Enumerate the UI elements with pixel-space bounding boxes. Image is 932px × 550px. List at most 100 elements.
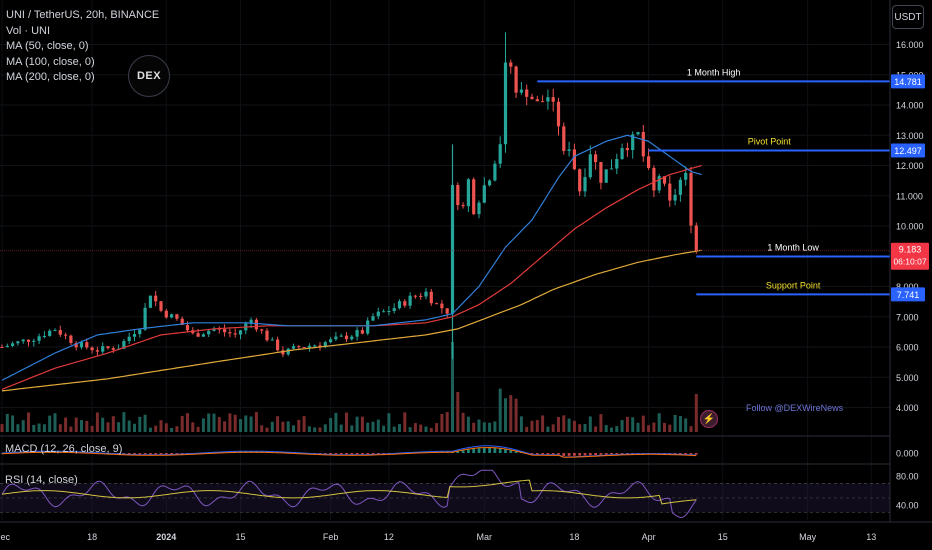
macd-histogram-bar [127,453,131,454]
candle-body [223,329,227,333]
volume-bar [80,420,83,432]
y-tick-label: 16.000 [896,40,924,50]
macd-histogram-bar [334,453,338,455]
macd-histogram-bar [504,448,507,453]
candle-body [599,162,603,183]
volume-bar [313,427,317,432]
candle-body [318,345,322,347]
volume-bar [541,415,545,432]
candle-body [228,332,232,334]
volume-bar [514,398,518,432]
macd-histogram-bar [175,453,179,454]
volume-bar [620,420,624,432]
candle-body [37,336,41,341]
volume-bar [48,415,52,432]
candle-body [143,307,147,330]
candle-body [175,314,179,319]
volume-bar [270,421,274,432]
volume-bar [429,427,433,432]
macd-histogram-bar [382,453,385,454]
macd-legend[interactable]: MACD (12, 26, close, 9) [5,443,123,455]
y-tick-label: 11.000 [896,191,923,201]
time-axis[interactable]: Dec 18 2024 15 Feb 12 Mar 18 Apr 15 May 13 [0,532,876,542]
price-levels: 1 Month High Pivot Point 1 Month Low Suppor… [0,67,890,296]
candle-body [254,319,258,330]
volume-bar [657,413,661,432]
legend-symbol[interactable]: UNI / TetherUS, 20h, BINANCE [6,9,160,21]
macd-histogram-bar [604,453,608,455]
candle-body [148,295,152,308]
moving-averages [1,134,702,392]
volume-bar [599,414,603,432]
volume-bar [286,421,290,432]
candle-body [387,311,391,313]
x-tick-label: 15 [235,532,245,542]
candle-body [69,335,73,343]
candle-body [578,169,582,192]
volume-bar [170,427,174,432]
candle-body [238,330,243,335]
candle-body [101,346,105,352]
macd-histogram-bar [339,453,343,455]
volume-bar [678,415,682,432]
candle-body [265,330,269,341]
level-price-badge [891,74,925,89]
macd-histogram-bar [610,453,613,455]
volume-bar [504,398,507,432]
legend-ma50[interactable]: MA (50, close, 0) [6,40,89,52]
candle-body [270,339,274,341]
candle-body [546,97,550,102]
volume-bar [58,424,62,432]
volume-bar [509,395,513,432]
volume-bar [583,424,587,432]
volume-bar [42,424,46,432]
volume-bar [101,417,105,432]
candle-body [90,347,94,351]
x-tick-label: 2024 [156,532,176,542]
macd-histogram-bar [594,453,597,456]
volume-bar [466,416,470,432]
legend-ma100[interactable]: MA (100, close, 0) [6,55,95,68]
volume-bar [631,417,635,432]
volume-bar [201,418,205,432]
volume-bar [207,413,211,432]
candle-body [604,169,608,183]
volume-bar [244,415,248,432]
candle-body [668,183,672,201]
lightning-icon[interactable]: ⚡ [700,410,718,428]
candle-body [32,340,36,342]
price-axis[interactable]: 16.00015.00014.00013.00012.00011.00010.0… [0,0,932,523]
candle-body [355,330,359,337]
macd-histogram-bar [323,453,327,454]
volume-bar [345,412,348,432]
x-tick-label: 13 [866,532,876,542]
volume-bar [106,422,110,432]
legend-volume[interactable]: Vol · UNI [6,24,51,37]
candle-body [16,341,20,344]
macd-histogram-bar [186,453,189,454]
level-label: Support Point [766,280,821,290]
volume-bar [673,414,677,432]
candle-body [111,348,115,350]
volume-bar [318,427,322,432]
volume-bar [5,413,9,432]
volume-bar [143,414,147,432]
volume-bar [572,420,576,432]
volume-bar [0,424,4,432]
macd-histogram-bar [668,453,672,454]
follow-text: Follow @DEXWireNews [746,403,844,413]
macd-histogram-bar [467,449,470,453]
volume-bar [16,424,20,432]
macd-histogram-bar [361,453,364,455]
candle-body [530,96,534,100]
currency-button[interactable]: USDT [892,5,924,29]
rsi-legend[interactable]: RSI (14, close) [5,474,78,486]
level-label: 1 Month Low [767,242,819,252]
volume-bar [382,425,386,432]
candle-body [106,346,110,349]
volume-bar [21,420,25,432]
macd-histogram-bar [583,453,587,456]
volume-bar [217,417,221,432]
legend-ma200[interactable]: MA (200, close, 0) [6,71,95,83]
